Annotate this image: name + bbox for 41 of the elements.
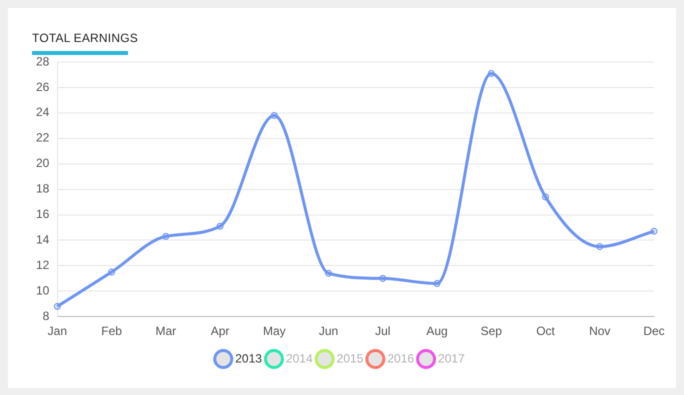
y-tick-label: 26	[36, 80, 50, 94]
point	[434, 280, 441, 287]
x-tick-label: Jul	[375, 324, 390, 338]
y-tick-label: 22	[36, 130, 50, 145]
x-tick-label: Mar	[155, 324, 176, 338]
x-tick-label: Dec	[643, 324, 665, 338]
x-tick-label: Nov	[589, 324, 610, 338]
y-tick-label: 10	[36, 283, 50, 298]
legend-label: 2015	[336, 351, 364, 366]
point	[54, 302, 61, 310]
point	[162, 232, 170, 240]
x-tick-label: Aug	[426, 324, 448, 338]
y-tick-label: 8	[42, 308, 50, 323]
x-tick-label: Feb	[101, 324, 122, 338]
legend-label: 2016	[387, 351, 414, 366]
point	[270, 112, 278, 119]
x-tick-label: Sep	[480, 324, 502, 338]
legend-label: 2014	[286, 351, 313, 366]
y-tick-label: 12	[36, 258, 50, 272]
point	[542, 193, 550, 200]
point	[108, 268, 116, 276]
point	[650, 228, 658, 235]
point	[596, 243, 604, 250]
chart-title: TOTAL EARNINGS	[32, 31, 138, 45]
point	[325, 270, 332, 277]
x-tick-label: May	[262, 324, 286, 338]
x-tick-label: Jan	[48, 324, 68, 338]
y-tick-label: 28	[36, 54, 50, 68]
x-tick-label: Oct	[536, 324, 556, 338]
x-tick-label: Apr	[210, 324, 230, 338]
y-tick-label: 20	[36, 156, 50, 170]
legend-label: 2013	[235, 351, 262, 366]
y-tick-label: 18	[36, 182, 50, 196]
y-tick-label: 24	[36, 105, 50, 120]
point	[216, 222, 224, 230]
legend-label: 2017	[438, 351, 466, 366]
point	[488, 70, 495, 77]
y-tick-label: 14	[36, 232, 50, 247]
y-tick-label: 16	[36, 207, 50, 222]
point	[379, 274, 386, 282]
x-tick-label: Jun	[318, 324, 338, 338]
